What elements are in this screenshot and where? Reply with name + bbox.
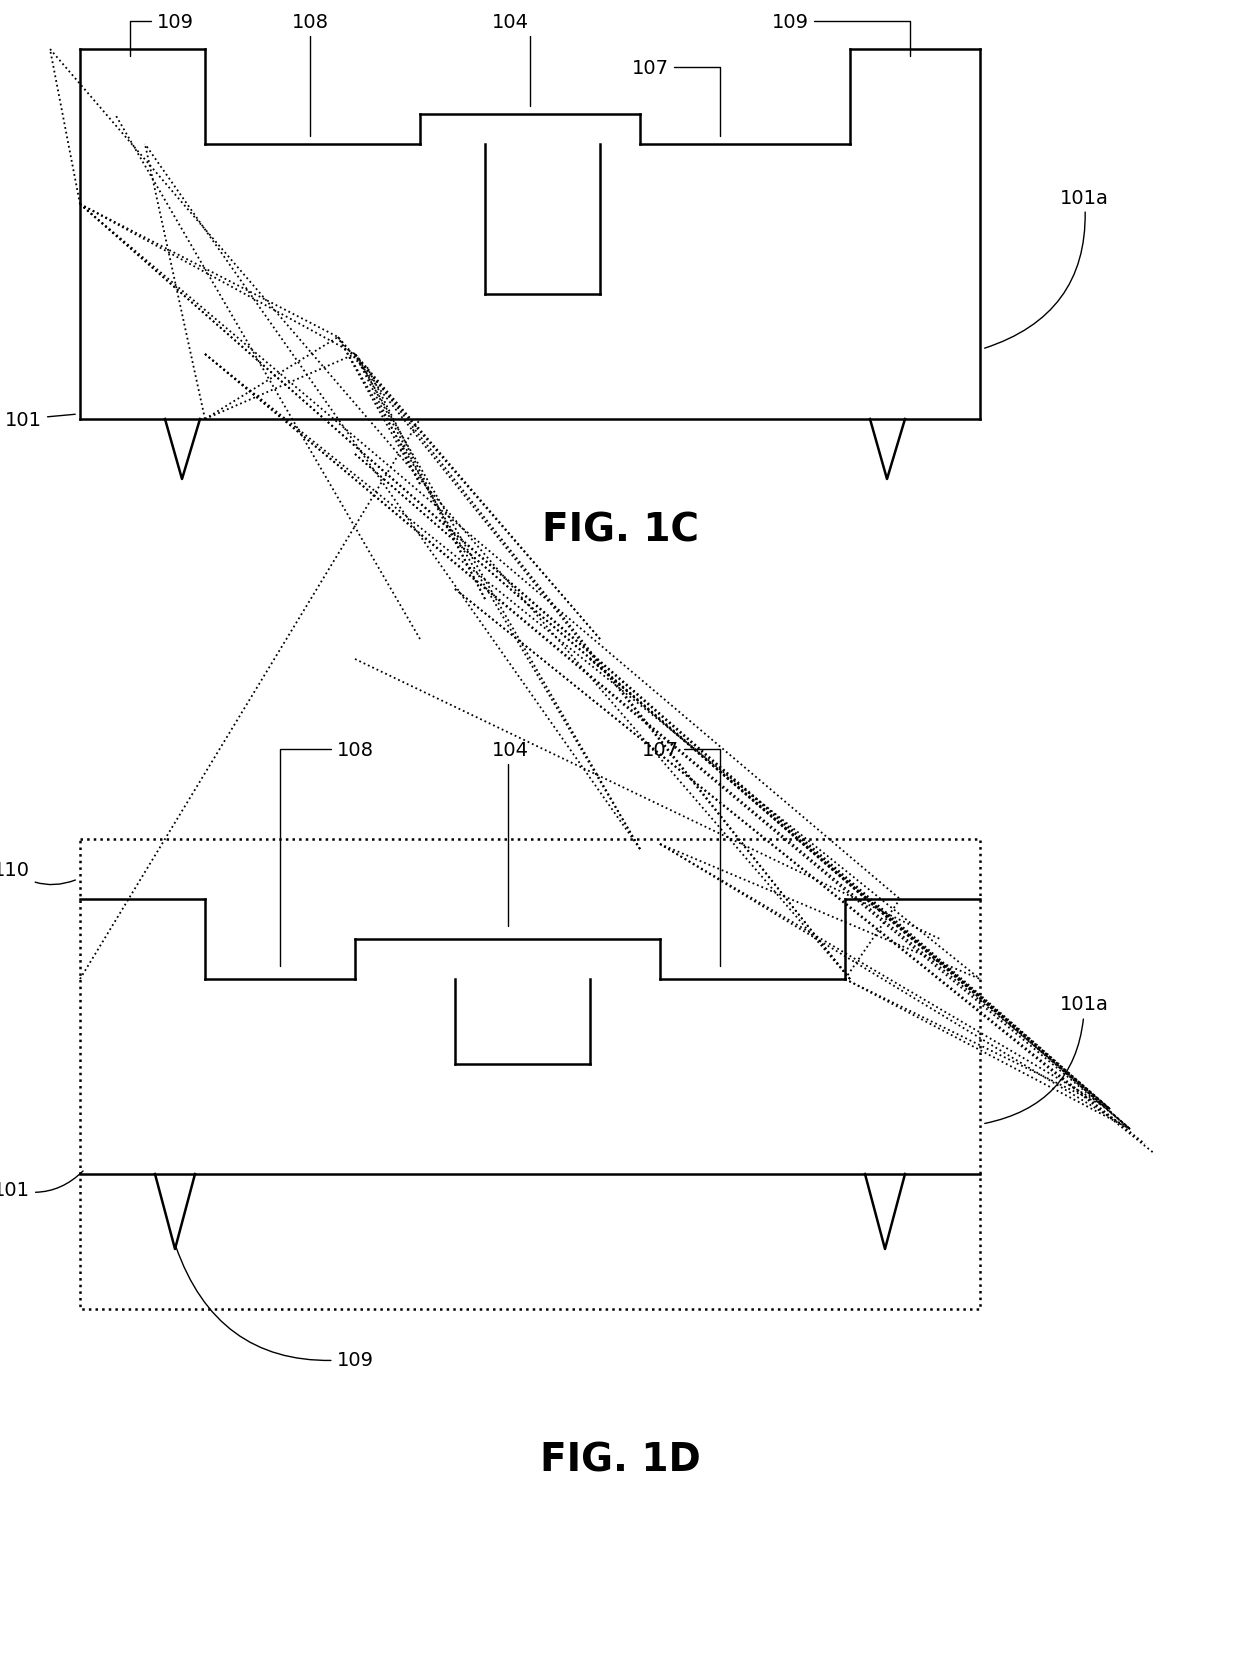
Text: FIG. 1D: FIG. 1D <box>539 1440 701 1479</box>
Text: 109: 109 <box>176 1246 373 1369</box>
Text: 101a: 101a <box>985 189 1109 350</box>
Text: 110: 110 <box>0 860 76 885</box>
Text: FIG. 1C: FIG. 1C <box>542 510 698 549</box>
Text: 101: 101 <box>0 1171 83 1200</box>
Text: 101: 101 <box>5 410 76 430</box>
Text: 104: 104 <box>491 739 528 927</box>
Text: 107: 107 <box>631 59 720 137</box>
Text: 108: 108 <box>280 739 373 967</box>
Text: 108: 108 <box>291 12 329 137</box>
Text: 109: 109 <box>771 12 910 57</box>
Bar <box>81 840 980 1310</box>
Text: 109: 109 <box>130 12 193 57</box>
Text: 104: 104 <box>491 12 529 107</box>
Text: 101a: 101a <box>985 995 1109 1124</box>
Text: 107: 107 <box>641 739 720 967</box>
